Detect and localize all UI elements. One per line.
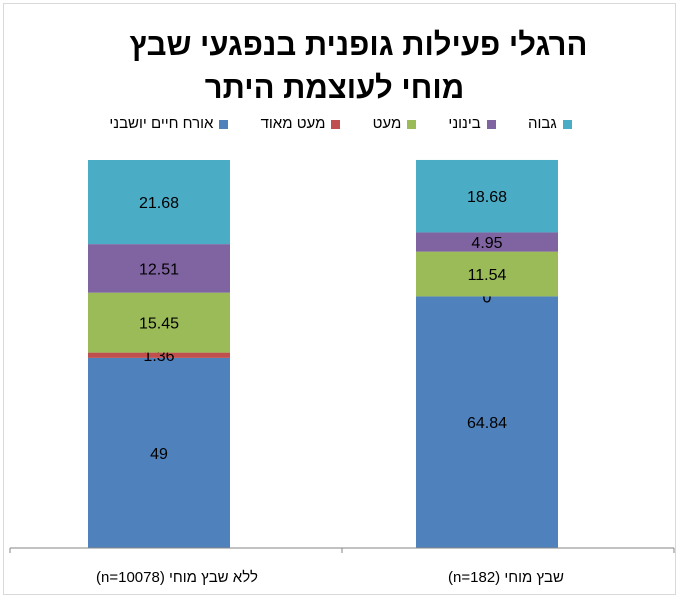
legend-entry-low: מעט bbox=[373, 115, 417, 132]
x-tick-label-cat0: שבץ מוחי (n=182) bbox=[448, 569, 564, 586]
chart-title-line-2: מוחי לעוצמת היתר bbox=[204, 70, 465, 105]
legend-entry-high: גבוה bbox=[528, 115, 572, 132]
bar-segment-high-cat1 bbox=[88, 160, 230, 245]
data-label-high-cat0: 18.68 bbox=[467, 189, 507, 206]
data-label-sedentary-cat1: 49 bbox=[150, 446, 168, 463]
chart-legend: גבוה בינוני מעט מעט מאוד אורח חיים יושבנ… bbox=[0, 115, 681, 132]
bar-segment-moderate-cat0 bbox=[416, 232, 558, 252]
legend-label-sedentary: אורח חיים יושבני bbox=[109, 115, 214, 132]
bar-segment-low-cat0 bbox=[416, 251, 558, 297]
data-label-low-cat0: 11.54 bbox=[468, 267, 507, 284]
bar-segment-very-low-cat1 bbox=[88, 352, 230, 358]
data-label-very-low-cat0: 0 bbox=[483, 289, 492, 306]
bar-segment-sedentary-cat1 bbox=[88, 357, 230, 548]
data-label-moderate-cat1: 12.51 bbox=[139, 261, 179, 278]
legend-entry-very-low: מעט מאוד bbox=[261, 115, 341, 132]
data-label-sedentary-cat0: 64.84 bbox=[467, 415, 507, 432]
data-label-high-cat1: 21.68 bbox=[139, 195, 179, 212]
bar-segment-low-cat1 bbox=[88, 292, 230, 353]
legend-entry-moderate: בינוני bbox=[448, 115, 496, 132]
chart-title-line-1: הרגלי פעילות גופנית בנפגעי שבץ bbox=[129, 27, 588, 62]
legend-swatch-high bbox=[562, 119, 572, 129]
legend-swatch-very-low bbox=[331, 119, 341, 129]
legend-label-moderate: בינוני bbox=[448, 115, 481, 132]
data-label-low-cat1: 15.45 bbox=[139, 316, 179, 333]
bar-segment-high-cat0 bbox=[416, 159, 558, 233]
legend-label-very-low: מעט מאוד bbox=[260, 115, 326, 132]
x-tick-label-cat1: ללא שבץ מוחי (n=10078) bbox=[96, 569, 258, 586]
bar-segment-sedentary-cat0 bbox=[416, 296, 558, 548]
bar-segment-moderate-cat1 bbox=[88, 244, 230, 293]
data-label-moderate-cat0: 4.95 bbox=[471, 235, 502, 252]
legend-swatch-moderate bbox=[486, 119, 496, 129]
legend-entry-sedentary: אורח חיים יושבני bbox=[109, 115, 229, 132]
legend-swatch-sedentary bbox=[219, 119, 229, 129]
legend-swatch-low bbox=[407, 119, 417, 129]
legend-label-high: גבוה bbox=[527, 115, 557, 132]
legend-label-low: מעט bbox=[372, 115, 402, 132]
